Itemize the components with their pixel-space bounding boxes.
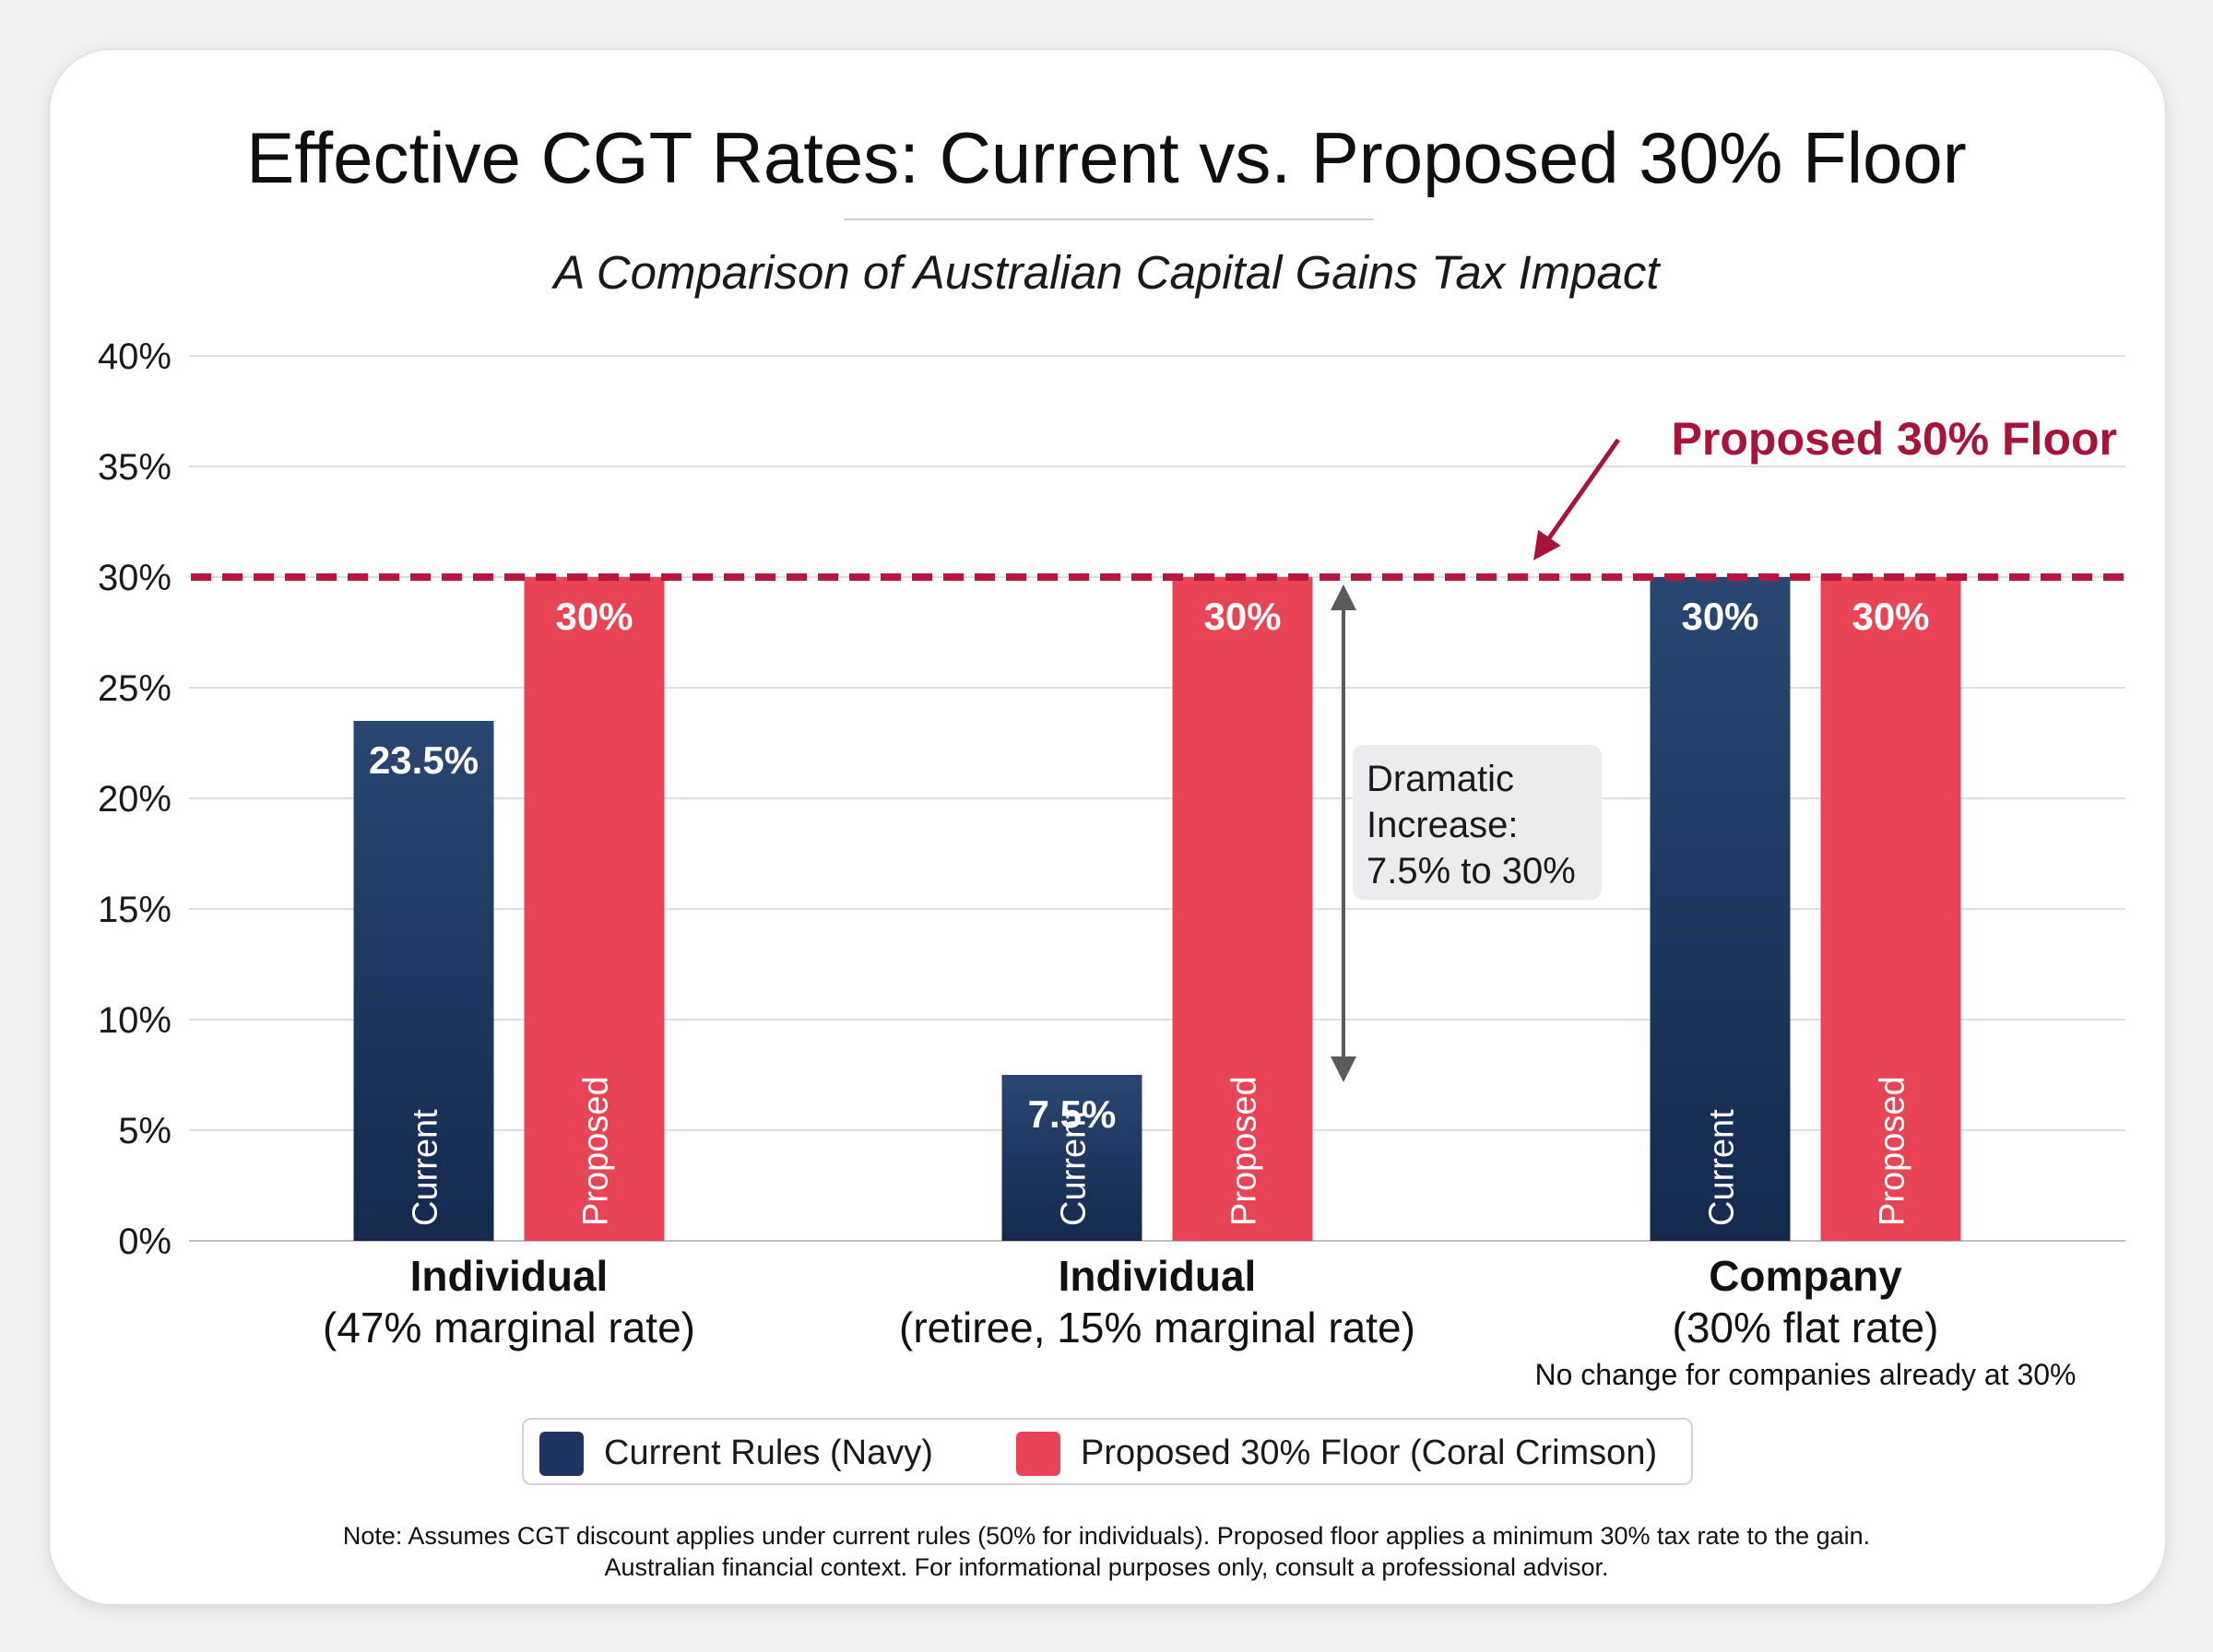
title-divider <box>844 218 1374 220</box>
category-detail: (30% flat rate) <box>1672 1304 1939 1351</box>
y-tick-label: 0% <box>118 1221 172 1262</box>
floor-pointer-arrow <box>1533 438 1621 560</box>
legend-swatch-coral <box>1016 1431 1060 1476</box>
chart-subtitle: A Comparison of Australian Capital Gains… <box>553 246 1660 299</box>
bar-current <box>353 721 494 1241</box>
bar-current <box>1001 1075 1142 1241</box>
bar-value-label: 30% <box>555 595 633 638</box>
category-name: Individual <box>1058 1252 1257 1300</box>
bar-series-label: Proposed <box>1874 1076 1912 1226</box>
y-tick-label: 15% <box>98 890 172 930</box>
legend-item-proposed: Proposed 30% Floor (Coral Crimson) <box>1016 1420 1657 1487</box>
category-name: Individual <box>409 1252 609 1300</box>
bar-value-label: 30% <box>1852 595 1929 638</box>
bar-proposed <box>1820 577 1961 1241</box>
bar-proposed <box>1172 577 1313 1241</box>
bar-current <box>1650 577 1791 1241</box>
y-tick-label: 10% <box>98 1000 172 1041</box>
bar-value-label: 30% <box>1681 595 1758 638</box>
y-tick-label: 35% <box>98 447 172 488</box>
category-label-2: Company (30% flat rate) <box>1391 1250 2213 1353</box>
bar-series-label: Current <box>407 1109 445 1226</box>
legend-label-proposed: Proposed 30% Floor (Coral Crimson) <box>1081 1434 1658 1472</box>
bar-series-label: Current <box>1703 1109 1742 1226</box>
bar-value-label: 7.5% <box>1028 1092 1117 1136</box>
category-label-0: Individual (47% marginal rate) <box>94 1250 924 1353</box>
footnote-line-1: Note: Assumes CGT discount applies under… <box>342 1522 1871 1550</box>
y-tick-label: 30% <box>98 558 172 598</box>
category-detail: (47% marginal rate) <box>323 1304 695 1351</box>
increase-callout-box <box>1353 745 1602 900</box>
y-tick-label: 5% <box>118 1111 172 1151</box>
bar-series-label: Current <box>1055 1109 1094 1226</box>
footnote-line-2: Australian financial context. For inform… <box>604 1553 1609 1581</box>
increase-callout-text: 7.5% to 30% <box>1367 851 1576 891</box>
increase-callout-text: Dramatic <box>1367 759 1514 799</box>
increase-callout-text: Increase: <box>1367 805 1519 845</box>
legend-swatch-navy <box>539 1431 584 1476</box>
category-name: Company <box>1709 1252 1902 1300</box>
y-tick-label: 20% <box>98 779 172 820</box>
bar-value-label: 23.5% <box>369 738 479 782</box>
bar-proposed <box>524 577 665 1241</box>
chart-title: Effective CGT Rates: Current vs. Propose… <box>246 117 1967 198</box>
floor-label: Proposed 30% Floor <box>1672 413 2117 465</box>
category-label-1: Individual (retiree, 15% marginal rate) <box>742 1250 1572 1353</box>
legend-label-current: Current Rules (Navy) <box>604 1434 933 1472</box>
bar-series-label: Proposed <box>1225 1076 1264 1226</box>
legend-item-current: Current Rules (Navy) <box>539 1420 933 1487</box>
bar-series-label: Proposed <box>577 1076 616 1226</box>
bar-value-label: 30% <box>1203 595 1281 638</box>
y-tick-label: 40% <box>98 336 172 377</box>
y-tick-label: 25% <box>98 668 172 709</box>
category-detail: (retiree, 15% marginal rate) <box>899 1304 1415 1351</box>
company-note: No change for companies already at 30% <box>1534 1358 2077 1391</box>
legend: Current Rules (Navy) Proposed 30% Floor … <box>522 1418 1693 1485</box>
